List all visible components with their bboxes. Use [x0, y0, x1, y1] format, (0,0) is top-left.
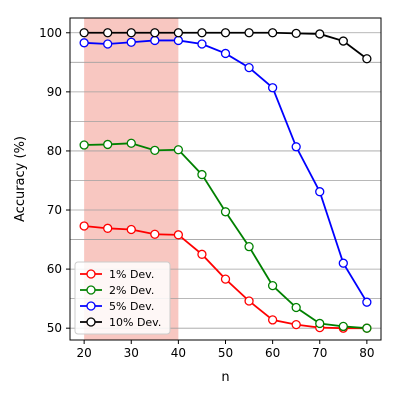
data-point: [79, 38, 89, 48]
x-tick-label: 20: [76, 346, 91, 360]
data-point: [244, 62, 254, 73]
data-point: [126, 224, 136, 235]
data-point: [220, 28, 231, 38]
y-tick-label: 60: [47, 262, 62, 276]
data-point: [362, 297, 372, 307]
data-point: [220, 207, 231, 217]
legend-label: 10% Dev.: [109, 316, 161, 329]
data-point: [291, 302, 301, 313]
legend-item: 1% Dev.: [80, 268, 154, 281]
series-10pct-dev: [79, 28, 372, 64]
data-point: [150, 145, 160, 155]
legend-swatch-marker: [86, 301, 96, 311]
y-tick-label: 70: [47, 203, 62, 217]
legend-label: 1% Dev.: [109, 268, 154, 281]
data-point: [315, 29, 325, 39]
legend-label: 2% Dev.: [109, 284, 154, 297]
data-point: [197, 249, 207, 259]
data-point: [291, 142, 301, 152]
data-point: [103, 39, 113, 49]
data-point: [126, 28, 136, 38]
y-axis-label: Accuracy (%): [13, 136, 28, 222]
data-point: [244, 241, 254, 252]
data-point: [291, 28, 301, 39]
data-point: [362, 323, 372, 333]
data-point: [79, 140, 89, 150]
data-point: [244, 28, 254, 38]
legend-item: 10% Dev.: [80, 316, 161, 329]
data-point: [267, 28, 278, 38]
x-tick-label: 50: [218, 346, 233, 360]
data-point: [267, 83, 278, 93]
data-point: [244, 296, 254, 306]
legend-swatch-marker: [86, 269, 96, 279]
legend-item: 2% Dev.: [80, 284, 154, 297]
data-point: [338, 36, 348, 46]
legend-item: 5% Dev.: [80, 300, 154, 313]
data-point: [103, 223, 113, 233]
data-point: [338, 258, 348, 268]
data-point: [267, 280, 278, 291]
x-tick-label: 30: [124, 346, 139, 360]
data-point: [267, 315, 278, 325]
data-point: [197, 39, 207, 49]
data-point: [126, 138, 136, 148]
data-point: [338, 321, 348, 332]
data-point: [173, 230, 184, 240]
legend: 1% Dev. 2% Dev. 5% Dev. 10% Dev.: [74, 261, 171, 335]
legend-box: [74, 261, 171, 335]
data-point: [103, 28, 113, 38]
x-tick-label: 40: [171, 346, 186, 360]
data-point: [126, 37, 136, 47]
x-tick-label: 60: [265, 346, 280, 360]
legend-swatch-marker: [86, 285, 96, 295]
series-5pct-dev: [79, 35, 372, 307]
data-point: [315, 187, 325, 197]
x-axis-label: n: [221, 370, 229, 385]
data-point: [103, 139, 113, 150]
data-point: [150, 35, 160, 46]
data-point: [173, 28, 184, 38]
legend-label: 5% Dev.: [109, 300, 154, 313]
y-tick-label: 90: [47, 85, 62, 99]
y-tick-label: 50: [47, 321, 62, 335]
y-tick-label: 100: [39, 26, 62, 40]
data-point: [197, 169, 207, 180]
data-point: [220, 48, 231, 59]
data-point: [150, 28, 160, 38]
series-2pct-dev: [79, 138, 372, 333]
data-point: [291, 319, 301, 330]
y-tick-label: 80: [47, 144, 62, 158]
data-point: [362, 54, 372, 64]
x-tick-label: 80: [359, 346, 374, 360]
data-point: [197, 28, 207, 38]
data-point: [150, 229, 160, 239]
x-tick-label: 70: [312, 346, 327, 360]
data-point: [79, 28, 89, 38]
data-point: [173, 35, 184, 46]
legend-swatch-marker: [86, 317, 96, 327]
data-point: [220, 274, 231, 284]
data-point: [315, 318, 325, 329]
data-point: [173, 145, 184, 155]
data-point: [79, 221, 89, 231]
